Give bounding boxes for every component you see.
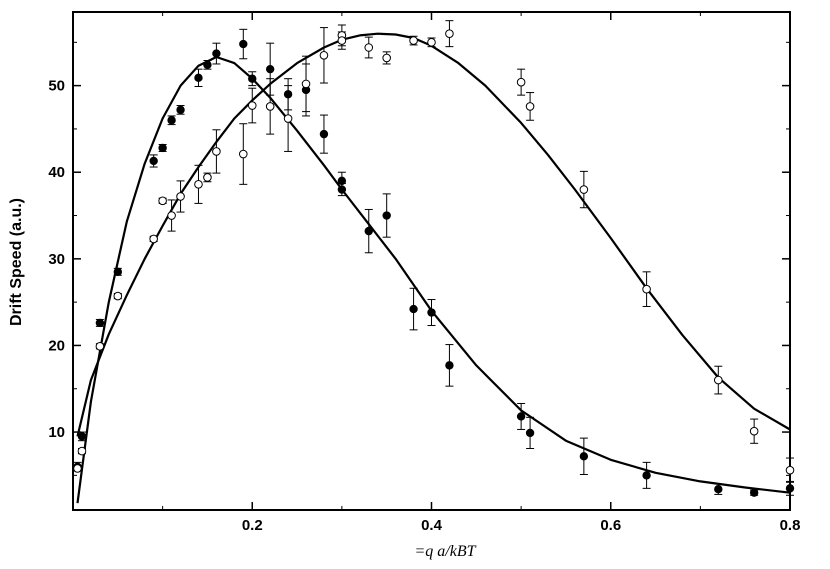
x-tick-label: 0.6 xyxy=(600,517,621,534)
data-point-filled xyxy=(427,308,436,317)
data-point-open xyxy=(113,291,123,301)
data-point-open xyxy=(409,36,418,45)
data-point-open xyxy=(364,43,374,52)
data-point-filled xyxy=(212,49,221,58)
data-point-open xyxy=(749,426,759,436)
data-point-open xyxy=(77,446,87,456)
data-point-filled xyxy=(176,105,185,115)
data-point-filled xyxy=(265,64,275,74)
x-axis-title: =q a/kBT xyxy=(414,543,476,560)
x-tick-label: 0.8 xyxy=(780,517,801,534)
data-point-open xyxy=(579,185,589,194)
y-axis-title: Drift Speed (a.u.) xyxy=(8,198,25,326)
data-point-filled xyxy=(95,318,105,328)
fit-curve-open xyxy=(76,32,791,437)
data-point-filled xyxy=(642,471,651,480)
data-point-filled xyxy=(239,39,248,49)
data-point-open xyxy=(247,101,257,110)
data-point-filled xyxy=(113,267,123,277)
data-point-open xyxy=(212,147,221,156)
data-point-filled xyxy=(785,484,795,493)
y-tick-label: 10 xyxy=(48,424,65,441)
data-point-open xyxy=(149,234,158,244)
data-point-filled xyxy=(248,74,257,83)
data-point-open xyxy=(785,465,795,475)
data-point-filled xyxy=(194,73,203,83)
y-tick-label: 40 xyxy=(48,164,65,181)
y-tick-label: 20 xyxy=(48,337,65,354)
data-point-filled xyxy=(525,428,535,438)
data-point-filled xyxy=(203,60,212,70)
data-point-open xyxy=(427,38,436,47)
data-point-filled xyxy=(409,304,418,314)
data-point-filled xyxy=(579,452,589,461)
fit-curve-filled xyxy=(76,55,791,504)
data-point-open xyxy=(525,102,535,111)
data-point-filled xyxy=(167,116,176,125)
data-point-filled xyxy=(364,226,373,236)
data-point-open xyxy=(516,77,526,87)
y-tick-label: 50 xyxy=(48,78,65,95)
data-point-filled xyxy=(77,432,87,441)
data-point-open xyxy=(445,29,454,38)
data-point-filled xyxy=(445,361,454,370)
data-point-open xyxy=(337,36,347,45)
data-point-filled xyxy=(319,129,329,139)
data-point-filled xyxy=(149,156,158,166)
data-point-filled xyxy=(283,90,293,99)
data-point-filled xyxy=(749,488,759,497)
data-point-open xyxy=(158,196,167,206)
data-point-open xyxy=(176,192,185,201)
data-point-open xyxy=(283,114,293,123)
y-tick-label: 30 xyxy=(48,251,65,268)
data-point-open xyxy=(167,211,176,220)
data-point-open xyxy=(95,342,105,351)
data-point-open xyxy=(73,464,82,473)
data-point-open xyxy=(642,284,651,294)
data-point-filled xyxy=(382,211,391,220)
data-point-filled xyxy=(337,176,347,186)
data-point-open xyxy=(382,53,391,63)
data-point-open xyxy=(194,180,203,189)
data-point-open xyxy=(301,79,311,89)
data-points xyxy=(73,29,795,497)
data-point-filled xyxy=(714,485,723,494)
error-bars xyxy=(73,20,794,496)
data-point-open xyxy=(238,149,248,159)
data-point-filled xyxy=(337,185,347,194)
data-point-filled xyxy=(158,143,167,153)
data-point-open xyxy=(319,51,329,60)
data-point-open xyxy=(714,375,723,385)
axis-ticks: 0.2 0.4 0.6 0.8 10 20 30 40 50 xyxy=(48,12,800,534)
x-tick-label: 0.2 xyxy=(242,517,263,534)
data-point-open xyxy=(203,173,212,182)
data-point-filled xyxy=(516,412,526,421)
x-tick-label: 0.4 xyxy=(421,517,443,534)
data-point-open xyxy=(265,102,275,111)
fit-curves xyxy=(76,32,791,504)
